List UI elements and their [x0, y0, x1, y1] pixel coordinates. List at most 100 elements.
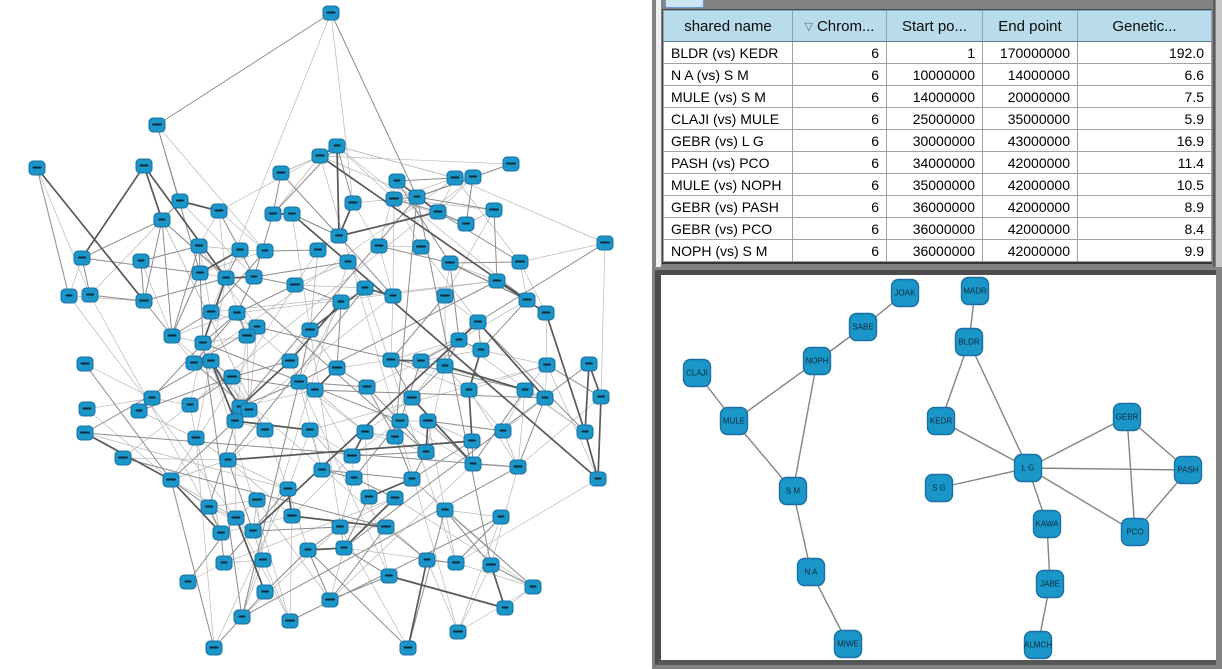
network-node[interactable] — [391, 413, 409, 429]
network-node[interactable] — [76, 425, 94, 441]
network-node[interactable] — [516, 382, 534, 398]
cell-value[interactable]: 14000000 — [982, 63, 1078, 86]
network-node[interactable] — [210, 203, 228, 219]
cell-shared-name[interactable]: MULE (vs) S M — [663, 85, 793, 108]
network-node[interactable] — [279, 481, 297, 497]
network-node[interactable] — [264, 206, 282, 222]
network-node[interactable] — [283, 508, 301, 524]
cell-shared-name[interactable]: GEBR (vs) PCO — [663, 217, 793, 240]
column-header-chrom---[interactable]: ▽ Chrom... — [792, 10, 887, 42]
cell-shared-name[interactable]: CLAJI (vs) MULE — [663, 107, 793, 130]
network-node[interactable] — [309, 242, 327, 258]
cell-value[interactable]: 25000000 — [886, 107, 983, 130]
network-node[interactable] — [306, 382, 324, 398]
network-node[interactable] — [226, 413, 244, 429]
cell-value[interactable]: 7.5 — [1077, 85, 1212, 108]
network-node-pco[interactable]: PCO — [1120, 517, 1150, 547]
network-node-jabe[interactable]: JABE — [1035, 569, 1065, 599]
cell-shared-name[interactable]: PASH (vs) PCO — [663, 151, 793, 174]
network-node[interactable] — [377, 519, 395, 535]
network-node[interactable] — [299, 542, 317, 558]
network-node[interactable] — [78, 401, 96, 417]
network-node[interactable] — [28, 160, 46, 176]
network-node-kedr[interactable]: KEDR — [926, 406, 956, 436]
cell-shared-name[interactable]: BLDR (vs) KEDR — [663, 41, 793, 64]
network-node[interactable] — [502, 156, 520, 172]
panel-tab-fragment[interactable] — [665, 0, 704, 8]
network-node[interactable] — [202, 353, 220, 369]
network-node[interactable] — [485, 202, 503, 218]
cell-value[interactable]: 20000000 — [982, 85, 1078, 108]
network-node[interactable] — [382, 352, 400, 368]
network-node[interactable] — [328, 138, 346, 154]
cell-value[interactable]: 6 — [792, 107, 887, 130]
network-node[interactable] — [538, 357, 556, 373]
network-node[interactable] — [436, 288, 454, 304]
network-node[interactable] — [233, 609, 251, 625]
network-node[interactable] — [76, 356, 94, 372]
network-node[interactable] — [511, 254, 529, 270]
network-node-l-g[interactable]: L G — [1013, 453, 1043, 483]
table-row[interactable]: N A (vs) S M 6 10000000 14000000 6.6 — [663, 63, 1212, 86]
network-node[interactable] — [130, 403, 148, 419]
network-node[interactable] — [245, 269, 263, 285]
cell-value[interactable]: 6 — [792, 173, 887, 196]
network-node[interactable] — [283, 206, 301, 222]
cell-value[interactable]: 42000000 — [982, 239, 1078, 262]
network-node-pash[interactable]: PASH — [1173, 455, 1203, 485]
network-node[interactable] — [148, 117, 166, 133]
table-row[interactable]: GEBR (vs) PASH 6 36000000 42000000 8.9 — [663, 195, 1212, 218]
network-node-miwe[interactable]: MIWE — [833, 629, 863, 659]
network-node[interactable] — [311, 148, 329, 164]
cell-value[interactable]: 6 — [792, 41, 887, 64]
cell-value[interactable]: 10.5 — [1077, 173, 1212, 196]
network-node[interactable] — [447, 555, 465, 571]
cell-value[interactable]: 42000000 — [982, 151, 1078, 174]
cell-value[interactable]: 30000000 — [886, 129, 983, 152]
cell-value[interactable]: 11.4 — [1077, 151, 1212, 174]
cell-value[interactable]: 5.9 — [1077, 107, 1212, 130]
network-node[interactable] — [181, 397, 199, 413]
network-node[interactable] — [358, 379, 376, 395]
network-node[interactable] — [254, 552, 272, 568]
network-node[interactable] — [179, 574, 197, 590]
network-node[interactable] — [143, 390, 161, 406]
network-node[interactable] — [244, 523, 262, 539]
network-node[interactable] — [388, 173, 406, 189]
cell-value[interactable]: 6 — [792, 63, 887, 86]
network-node[interactable] — [403, 471, 421, 487]
cell-value[interactable]: 6 — [792, 239, 887, 262]
cell-value[interactable]: 8.9 — [1077, 195, 1212, 218]
cell-value[interactable]: 192.0 — [1077, 41, 1212, 64]
network-node-bldr[interactable]: BLDR — [954, 327, 984, 357]
network-node[interactable] — [457, 216, 475, 232]
network-node[interactable] — [227, 510, 245, 526]
cell-value[interactable]: 42000000 — [982, 195, 1078, 218]
cell-value[interactable]: 170000000 — [982, 41, 1078, 64]
network-node[interactable] — [464, 456, 482, 472]
network-node[interactable] — [386, 490, 404, 506]
network-node-almch[interactable]: ALMCH — [1023, 630, 1052, 660]
table-row[interactable]: MULE (vs) NOPH 6 35000000 42000000 10.5 — [663, 173, 1212, 196]
network-node[interactable] — [60, 288, 78, 304]
network-node[interactable] — [356, 280, 374, 296]
network-node[interactable] — [335, 540, 353, 556]
network-node-madr[interactable]: MADR — [960, 276, 990, 306]
network-node[interactable] — [205, 640, 223, 656]
table-scrollbar-track[interactable] — [1216, 0, 1222, 267]
network-node[interactable] — [153, 212, 171, 228]
network-node[interactable] — [321, 592, 339, 608]
network-node[interactable] — [592, 389, 610, 405]
network-node-s-m[interactable]: S M — [778, 476, 808, 506]
network-node[interactable] — [114, 450, 132, 466]
column-header-shared-name[interactable]: shared name — [663, 10, 793, 42]
network-node[interactable] — [212, 525, 230, 541]
network-node[interactable] — [301, 322, 319, 338]
network-node[interactable] — [322, 5, 340, 21]
network-node[interactable] — [190, 238, 208, 254]
network-node[interactable] — [162, 472, 180, 488]
network-node[interactable] — [313, 462, 331, 478]
network-node[interactable] — [223, 369, 241, 385]
table-row[interactable]: CLAJI (vs) MULE 6 25000000 35000000 5.9 — [663, 107, 1212, 130]
network-node[interactable] — [408, 189, 426, 205]
